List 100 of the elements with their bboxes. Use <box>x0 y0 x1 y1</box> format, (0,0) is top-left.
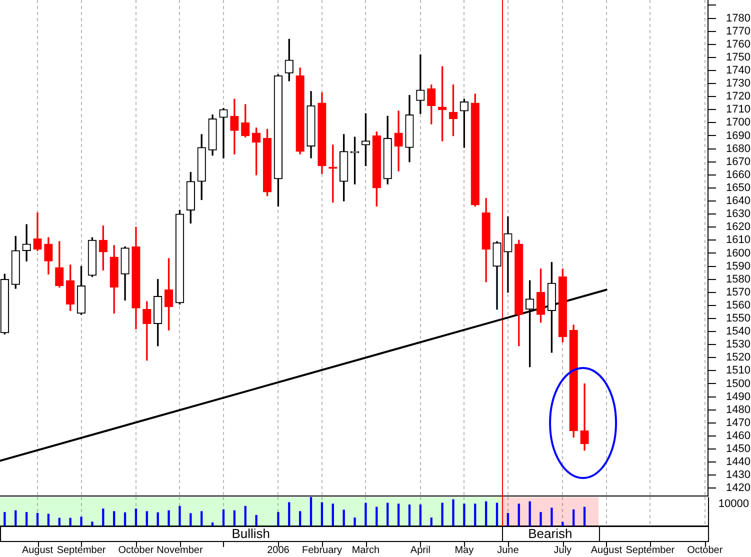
bar <box>190 513 192 526</box>
y-tick-label: 1520 <box>726 352 750 364</box>
bar <box>299 511 302 526</box>
y-tick-label: 1770 <box>726 25 750 38</box>
x-tick-label: May <box>454 544 474 556</box>
text: 10000 <box>718 498 749 510</box>
bar <box>69 518 72 526</box>
bar <box>474 504 476 526</box>
y-tick-label: 1510 <box>726 364 750 377</box>
bar <box>354 518 356 526</box>
bar <box>4 512 6 526</box>
x-tick-label: September <box>626 544 676 556</box>
candlestick <box>22 224 31 262</box>
bar <box>364 502 367 526</box>
y-tick-label: 1600 <box>726 247 750 260</box>
y-tick-label: 1690 <box>726 130 750 142</box>
y-tick-label: 1420 <box>726 482 750 494</box>
bar <box>386 502 389 526</box>
bar <box>146 511 148 526</box>
y-tick-label: 1610 <box>726 234 750 246</box>
y-tick-label: 1680 <box>726 142 750 155</box>
y-tick-label: 1740 <box>726 64 750 77</box>
bar <box>124 512 126 526</box>
bar <box>255 514 258 526</box>
x-tick-label: April <box>410 544 430 556</box>
y-tick-label: 1620 <box>726 221 750 234</box>
y-tick-label: 1530 <box>726 338 750 351</box>
bar <box>102 508 104 526</box>
bar <box>518 504 520 526</box>
y-tick-label: 1650 <box>726 182 750 194</box>
bar <box>25 512 28 526</box>
candlestick <box>394 110 403 172</box>
x-tick-label: September <box>56 544 106 556</box>
bar <box>222 509 225 526</box>
bar <box>463 504 466 526</box>
bar <box>320 502 324 526</box>
y-tick-label: 1460 <box>726 430 750 442</box>
band-label: Bullish <box>232 526 270 542</box>
bar <box>540 512 542 526</box>
y-tick-label: 1590 <box>726 260 750 272</box>
bar <box>441 502 444 526</box>
bar <box>310 497 312 526</box>
y-tick-label: 1630 <box>726 208 750 220</box>
y-tick-label: 1760 <box>726 38 750 50</box>
y-tick-label: 1440 <box>726 456 750 468</box>
y-tick-label: 1580 <box>726 273 750 286</box>
bar <box>168 510 170 526</box>
x-tick-label: July <box>554 544 572 556</box>
y-tick-label: 1700 <box>726 116 750 129</box>
x-tick-label: March <box>352 544 380 556</box>
y-tick-label: 1480 <box>726 404 750 416</box>
x-tick-label: June <box>497 544 520 556</box>
bar <box>376 506 378 526</box>
bar <box>211 522 214 526</box>
candlestick <box>219 108 228 158</box>
bar <box>91 522 94 526</box>
band-label: Bearish <box>528 526 572 542</box>
bar <box>14 510 17 526</box>
bar <box>113 511 116 526</box>
y-tick-label: 1670 <box>726 156 750 168</box>
bar <box>134 508 138 526</box>
bar <box>506 512 510 526</box>
y-tick-label: 1720 <box>726 90 750 103</box>
y-tick-label: 1570 <box>726 286 750 298</box>
y-tick-label: 1780 <box>726 12 750 24</box>
bar <box>200 511 203 526</box>
candlestick <box>416 54 425 114</box>
y-tick-label: 1430 <box>726 469 750 482</box>
bar <box>562 522 564 526</box>
x-tick-label: November <box>156 544 204 556</box>
bar <box>430 518 432 526</box>
y-tick-label: 1710 <box>726 104 750 116</box>
bar <box>288 502 290 526</box>
bar <box>496 502 498 526</box>
bar <box>408 504 411 526</box>
candlestick <box>580 383 589 451</box>
x-tick-label: October <box>687 544 724 556</box>
bar <box>47 514 50 526</box>
candlestick <box>504 216 512 293</box>
bar <box>244 506 246 526</box>
y-tick-label: 1470 <box>726 416 750 429</box>
bar <box>419 504 422 526</box>
bar <box>550 508 553 526</box>
bar <box>80 516 82 526</box>
bar <box>342 510 345 526</box>
y-tick-label: 1640 <box>726 195 750 208</box>
bar <box>233 510 236 526</box>
x-tick-label: August <box>590 544 622 556</box>
bar <box>572 509 575 526</box>
y-tick-label: 1730 <box>726 78 750 90</box>
y-tick-label: 1540 <box>726 326 750 338</box>
bar <box>583 506 586 526</box>
y-tick-label: 1750 <box>726 51 750 64</box>
y-tick-label: 1560 <box>726 299 750 312</box>
bar <box>36 512 39 526</box>
bar <box>484 501 488 526</box>
bar <box>452 499 454 526</box>
y-tick-label: 1550 <box>726 312 750 325</box>
bar <box>397 504 400 526</box>
y-tick-label: 1450 <box>726 443 750 456</box>
